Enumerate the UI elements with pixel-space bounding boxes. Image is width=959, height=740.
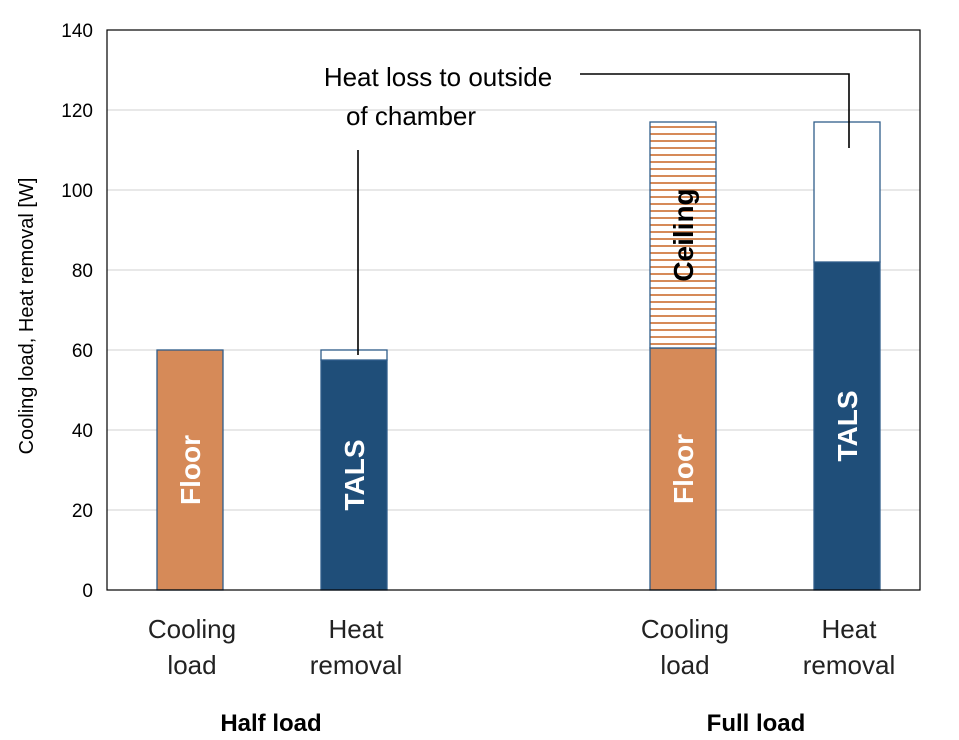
y-tick-label: 140: [61, 21, 93, 42]
y-tick-label: 80: [72, 261, 93, 282]
bar-segment: [813, 261, 881, 591]
y-tick-label: 60: [72, 341, 93, 362]
group-label: Full load: [707, 710, 806, 737]
annotation-leader-line: [580, 73, 850, 148]
category-label: load: [167, 650, 216, 680]
segment-label: Floor: [668, 434, 699, 504]
category-label: Cooling: [148, 614, 236, 644]
plot-area-frame: [106, 29, 921, 591]
group-label: Half load: [220, 710, 321, 737]
bars: Floor TALS Floor Ceiling TALS: [156, 121, 881, 591]
segment-label: TALS: [832, 390, 863, 461]
bar-segment: [813, 121, 881, 263]
annotation: Heat loss to outside of chamber: [324, 62, 850, 355]
y-axis-ticks: 0 20 40 60 80 100 120 140: [61, 21, 93, 602]
group-labels: Half load Full load: [220, 710, 805, 737]
segment-label: Ceiling: [668, 188, 699, 281]
category-label: load: [660, 650, 709, 680]
bar-segment: [320, 359, 388, 591]
segment-label: Floor: [175, 435, 206, 505]
bar-segment: [320, 349, 388, 361]
annotation-text: of chamber: [346, 101, 476, 131]
category-label: Heat: [822, 614, 878, 644]
y-axis-label: Cooling load, Heat removal [W]: [16, 178, 38, 455]
x-axis-category-labels: Cooling load Heat removal Cooling load Heat rem…: [148, 614, 895, 680]
y-tick-label: 100: [61, 181, 93, 202]
category-label: Cooling: [641, 614, 729, 644]
y-tick-label: 20: [72, 501, 93, 522]
bar-segment: [649, 121, 717, 349]
bar-segment: [649, 347, 717, 591]
gridlines: [107, 109, 920, 511]
y-tick-label: 120: [61, 101, 93, 122]
segment-label: TALS: [339, 439, 370, 510]
category-label: removal: [310, 650, 402, 680]
category-label: removal: [803, 650, 895, 680]
y-tick-label: 40: [72, 421, 93, 442]
annotation-text: Heat loss to outside: [324, 62, 552, 92]
y-tick-label: 0: [82, 581, 93, 602]
category-label: Heat: [329, 614, 385, 644]
